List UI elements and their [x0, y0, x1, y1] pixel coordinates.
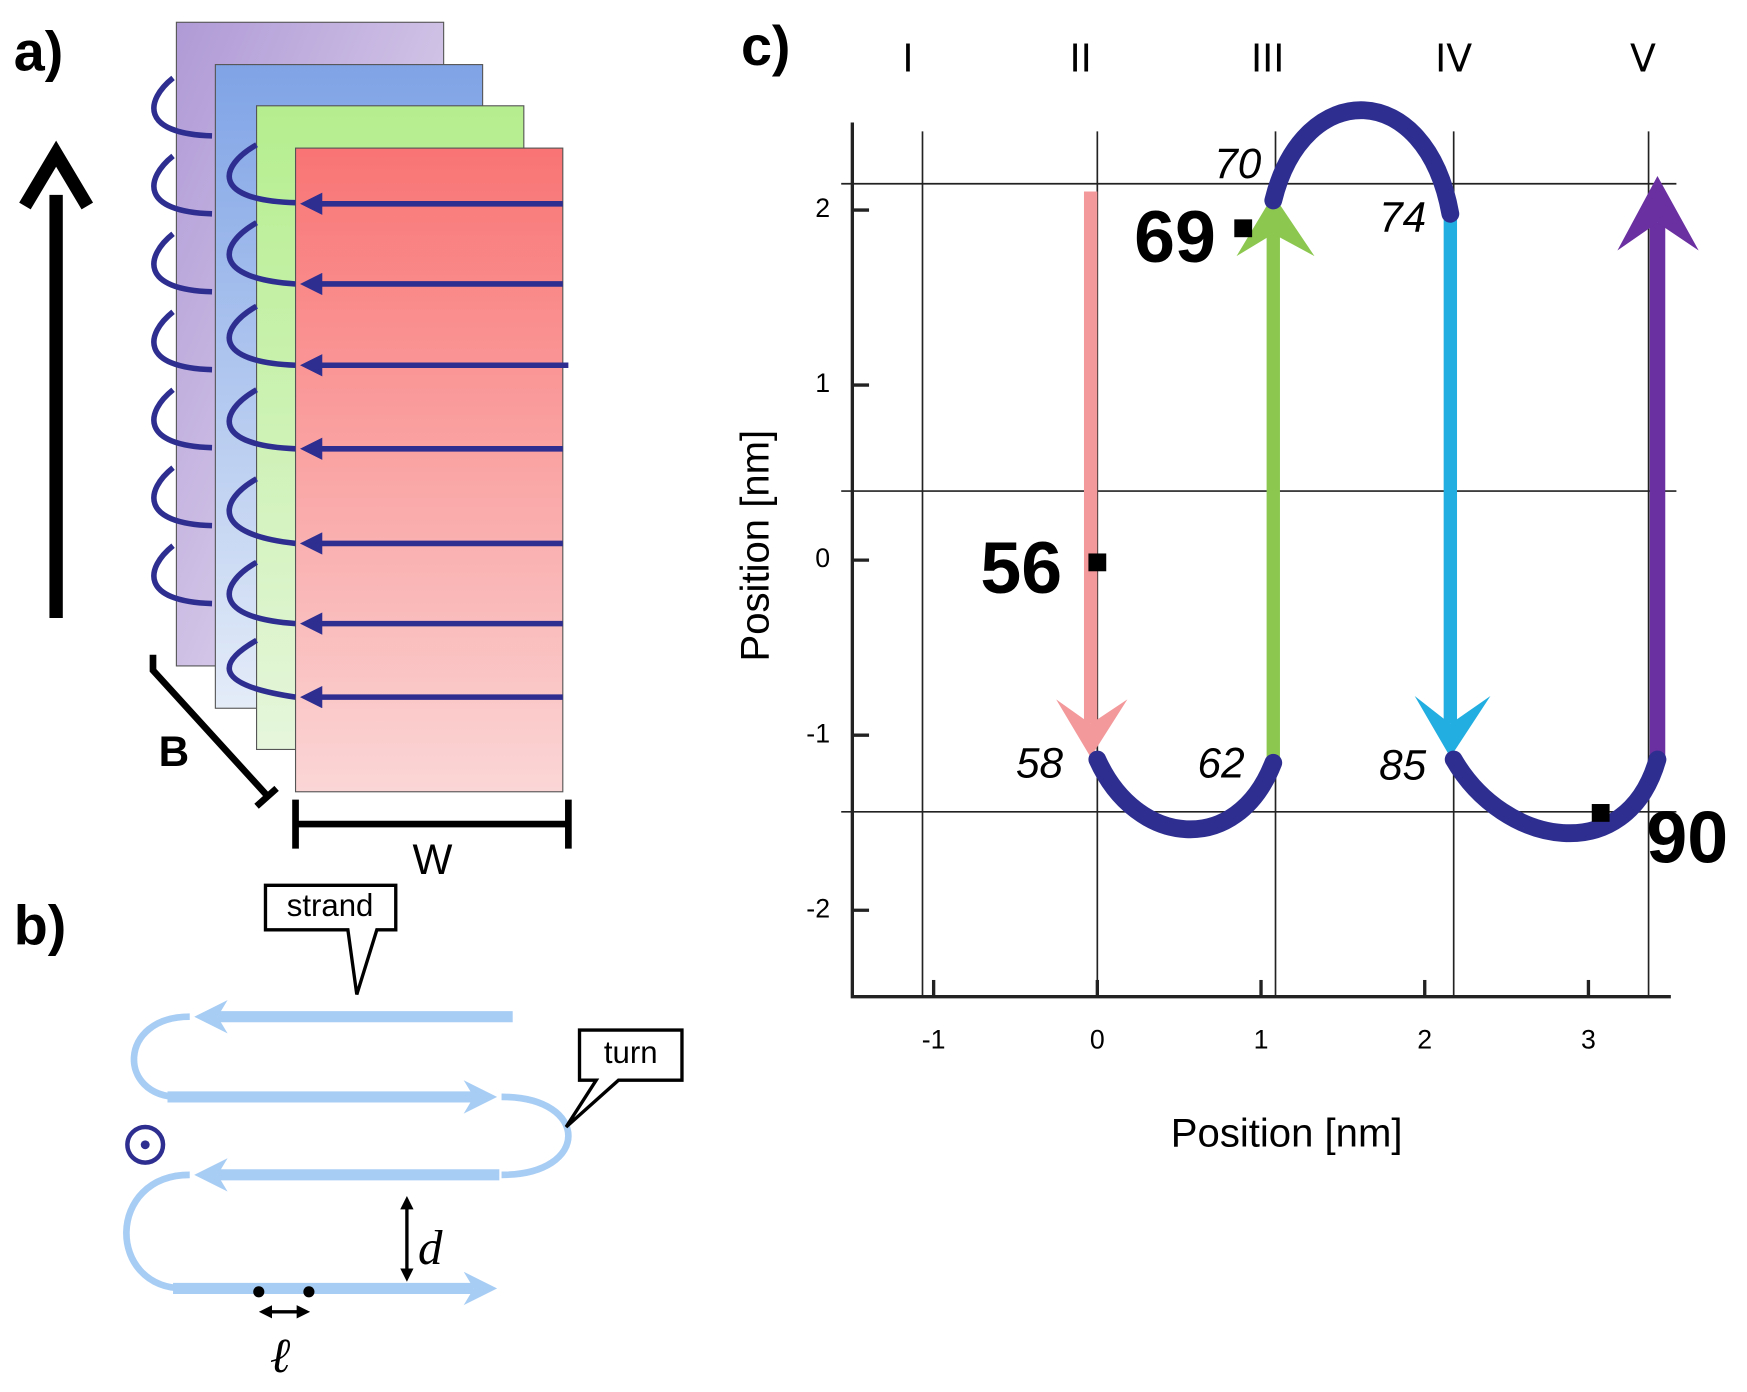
depth-bracket — [149, 654, 279, 809]
panel-label: a) — [14, 20, 64, 82]
residue-label: 85 — [1379, 742, 1427, 789]
y-axis-label: Position [nm] — [733, 430, 777, 662]
width-label: W — [412, 836, 452, 883]
y-tick-label: -1 — [806, 718, 830, 748]
callout — [564, 1028, 684, 1129]
residue-marker-label: 56 — [980, 526, 1062, 609]
turns — [1088, 101, 1667, 843]
residue-label: 70 — [1214, 140, 1262, 187]
axes-frame — [850, 122, 1671, 999]
residue-label: 58 — [1016, 739, 1064, 786]
dot — [303, 1286, 315, 1298]
marker — [1591, 804, 1610, 822]
axis-symbol-dot — [140, 1140, 150, 1150]
spacing-label: d — [418, 1220, 443, 1275]
length-label: ℓ — [270, 1328, 291, 1383]
panel-a: a) B W — [14, 20, 572, 883]
panel-b: b) strand turn d ℓ — [14, 883, 684, 1383]
column-label: IV — [1435, 37, 1472, 81]
panel-label: b) — [14, 895, 67, 957]
y-tick-label: 1 — [815, 368, 830, 398]
x-tick-label: 3 — [1581, 1024, 1596, 1054]
x-tick-label: -1 — [922, 1024, 946, 1054]
callout-text: strand — [287, 888, 374, 923]
panel-c: c) I II III IV V 70 74 58 62 85 56 69 90… — [733, 15, 1728, 1156]
serpentine — [123, 1000, 572, 1306]
residue-label: 62 — [1198, 739, 1245, 786]
direction-arrowhead — [19, 140, 94, 210]
column-label: II — [1069, 37, 1091, 81]
marker — [1088, 553, 1107, 572]
marker — [1234, 219, 1253, 238]
column-label: I — [902, 37, 913, 81]
y-tick-label: 0 — [815, 543, 830, 573]
x-tick-label: 2 — [1417, 1024, 1432, 1054]
width-bracket — [292, 799, 572, 849]
arrowhead — [1236, 194, 1315, 257]
strands — [151, 75, 569, 709]
residue-marker-label: 69 — [1134, 195, 1216, 278]
depth-label: B — [159, 728, 190, 775]
arrowhead — [1056, 699, 1128, 758]
residue-label: 74 — [1379, 194, 1426, 241]
callout-text: turn — [604, 1035, 658, 1070]
x-tick-label: 1 — [1254, 1024, 1269, 1054]
y-tick-label: 2 — [815, 193, 830, 223]
arrowhead — [1617, 175, 1699, 251]
residue-marker-label: 90 — [1646, 795, 1728, 878]
y-tick-label: -2 — [806, 893, 830, 923]
axis-symbol — [125, 1124, 166, 1165]
column-label: III — [1251, 37, 1285, 81]
column-label: V — [1630, 37, 1656, 81]
x-axis-label: Position [nm] — [1171, 1111, 1403, 1155]
sheet — [294, 147, 564, 793]
arrowhead — [1414, 696, 1491, 758]
x-tick-label: 0 — [1090, 1024, 1105, 1054]
dot — [253, 1286, 265, 1298]
panel-label: c) — [741, 15, 791, 77]
callout — [263, 883, 398, 995]
grid — [841, 131, 1677, 997]
